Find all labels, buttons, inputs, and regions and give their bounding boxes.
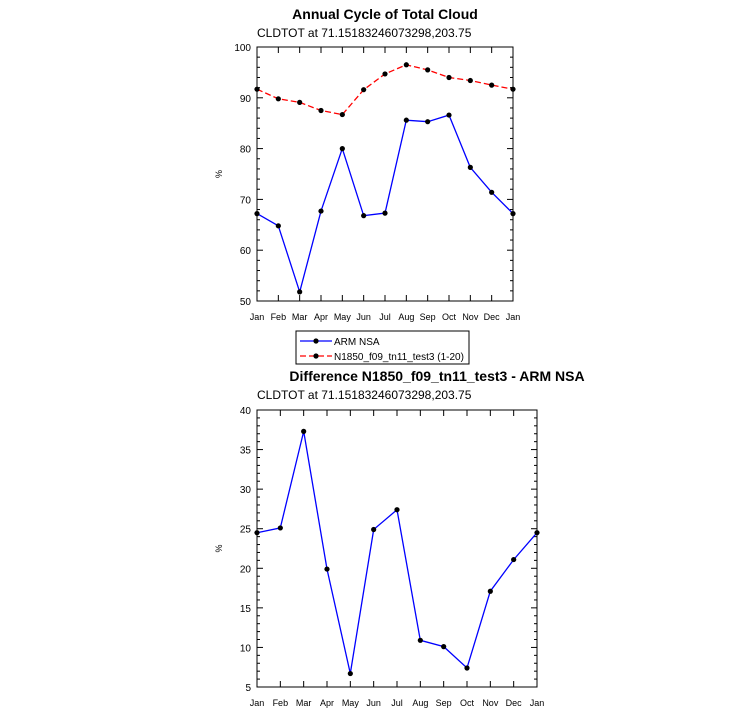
y-tick-label: 15 [240,604,252,615]
x-tick-label: Jan [530,698,545,708]
data-point [324,566,330,572]
y-tick-label: 5 [245,683,251,694]
x-tick-label: Sep [420,312,436,322]
x-tick-label: Oct [442,312,457,322]
data-point [318,107,324,114]
chart-title: Difference N1850_f09_tn11_test3 - ARM NS… [289,368,584,384]
x-tick-label: Jul [379,312,391,322]
x-tick-label: Mar [292,312,308,322]
data-point [339,111,345,118]
chart-1: Annual Cycle of Total Cloud CLDTOT at 71.… [214,6,521,365]
data-point [275,96,281,102]
data-point [254,86,260,92]
x-tick-label: Jun [356,312,371,322]
x-tick-label: Apr [314,312,328,322]
x-tick-label: Jan [506,312,521,322]
y-tick-label: 10 [240,643,252,654]
y-tick-label: 100 [234,43,251,54]
data-point [254,530,260,536]
x-tick-label: Dec [484,312,501,322]
data-point [339,146,345,152]
x-tick-label: Aug [398,312,414,322]
chart-subtitle: CLDTOT at 71.15183246073298,203.75 [257,388,472,402]
data-point [441,644,447,650]
series-line-1 [256,431,538,674]
legend-marker [313,353,319,359]
data-point [382,210,388,216]
legend-label-1: ARM NSA [334,337,380,348]
x-tick-label: Jul [391,698,403,708]
data-point [371,526,377,533]
data-point [382,71,388,77]
data-point [510,211,516,217]
data-point [301,428,307,434]
x-tick-label: Nov [462,312,479,322]
x-tick-label: May [342,698,360,708]
x-tick-label: Dec [506,698,523,708]
y-tick-label: 50 [240,297,252,308]
y-tick-label: 60 [240,246,252,257]
data-point [510,86,516,92]
data-point [403,62,409,68]
data-point [446,74,452,81]
y-tick-label: 25 [240,525,252,536]
data-point [425,119,431,125]
data-point [361,87,367,93]
x-tick-label: Sep [436,698,452,708]
x-tick-label: Apr [320,698,334,708]
x-tick-label: Jan [250,698,265,708]
data-point [467,77,473,84]
y-axis-label: % [214,170,224,178]
x-tick-label: Jun [366,698,381,708]
data-point [417,637,423,643]
data-point [403,117,409,123]
x-tick-label: Mar [296,698,312,708]
y-tick-label: 20 [240,564,252,575]
data-point [534,530,540,536]
legend-box [295,330,470,365]
data-point [347,670,353,677]
series-line-1 [256,114,514,295]
x-tick-label: Nov [482,698,499,708]
data-point [464,665,470,671]
data-point [489,189,495,195]
data-point [487,588,493,594]
data-point [297,289,303,295]
chart-subtitle: CLDTOT at 71.15183246073298,203.75 [257,26,472,40]
y-tick-label: 90 [240,94,252,105]
y-tick-label: 70 [240,195,252,206]
y-axis-label: % [214,544,224,552]
data-point [297,99,303,105]
data-point [394,507,400,513]
x-tick-label: Aug [412,698,428,708]
chart-title: Annual Cycle of Total Cloud [292,6,478,22]
data-point [489,82,495,88]
legend: ARM NSA N1850_f09_tn11_test3 (1-20) [295,330,470,365]
plot-frame [256,46,514,302]
y-tick-label: 80 [240,145,252,156]
y-tick-label: 40 [240,406,252,417]
data-point [425,67,431,73]
data-point [446,112,452,118]
data-point [254,211,260,217]
x-tick-label: Feb [273,698,289,708]
legend-marker [313,338,319,344]
y-tick-label: 35 [240,446,252,457]
data-point [361,213,367,219]
data-point [318,208,324,214]
x-tick-label: Oct [460,698,475,708]
chart-2: Difference N1850_f09_tn11_test3 - ARM NS… [214,368,585,708]
data-point [275,223,281,229]
y-tick-label: 30 [240,485,252,496]
x-tick-label: Jan [250,312,265,322]
data-point [277,525,283,531]
x-tick-label: Feb [271,312,287,322]
legend-label-2: N1850_f09_tn11_test3 (1-20) [334,352,464,363]
x-tick-label: May [334,312,352,322]
data-point [467,164,473,170]
data-point [511,556,517,563]
